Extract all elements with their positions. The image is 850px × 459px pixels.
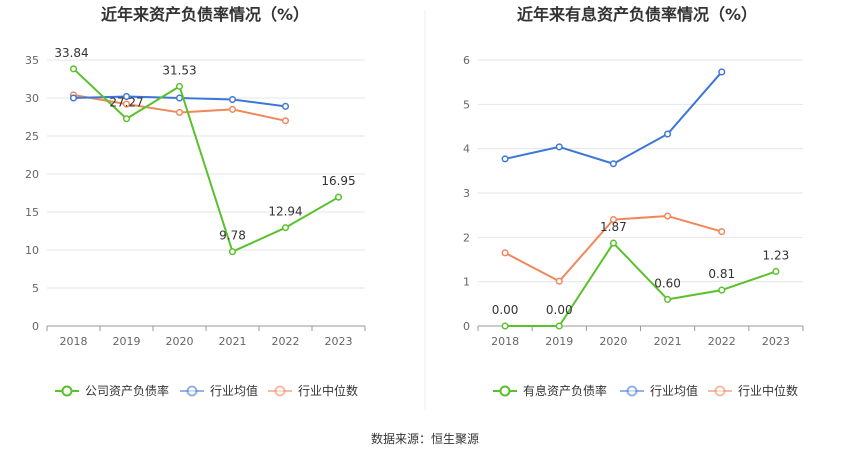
data-point xyxy=(281,117,290,125)
data-point xyxy=(555,277,563,285)
data-point xyxy=(664,130,672,138)
legend-marker xyxy=(274,385,286,397)
y-tick-label: 10 xyxy=(25,244,39,257)
legend-label: 行业中位数 xyxy=(738,383,798,398)
legend-marker xyxy=(626,385,638,397)
legend-marker xyxy=(714,385,726,397)
x-tick-label: 2020 xyxy=(166,335,194,348)
data-label: 0.00 xyxy=(546,303,573,317)
x-tick-label: 2020 xyxy=(599,335,627,348)
x-tick-label: 2021 xyxy=(219,335,247,348)
x-tick-label: 2022 xyxy=(708,335,736,348)
data-point xyxy=(228,105,237,113)
data-point xyxy=(664,212,672,220)
data-point xyxy=(501,249,509,257)
x-tick-label: 2023 xyxy=(325,335,353,348)
y-tick-label: 25 xyxy=(25,130,39,143)
data-point xyxy=(609,216,617,224)
legend-label: 有息资产负债率 xyxy=(523,383,607,398)
y-tick-label: 1 xyxy=(463,276,470,289)
y-tick-label: 20 xyxy=(25,168,39,181)
data-label: 1.23 xyxy=(763,248,790,262)
data-label: 16.95 xyxy=(321,174,355,188)
data-label: 33.84 xyxy=(54,46,88,60)
data-point xyxy=(122,100,131,108)
x-tick-label: 2018 xyxy=(491,335,519,348)
data-label: 31.53 xyxy=(162,63,196,77)
x-tick-label: 2021 xyxy=(654,335,682,348)
data-point xyxy=(334,193,343,201)
y-tick-label: 5 xyxy=(32,282,39,295)
legend-marker xyxy=(186,385,198,397)
data-point xyxy=(228,95,237,104)
legend-label: 行业中位数 xyxy=(298,383,358,398)
data-point xyxy=(69,94,78,102)
data-label: 1.87 xyxy=(600,220,627,234)
x-tick-label: 2019 xyxy=(113,335,141,348)
x-tick-label: 2022 xyxy=(272,335,300,348)
data-point xyxy=(281,224,290,232)
data-point xyxy=(175,94,184,102)
data-point xyxy=(281,102,290,110)
y-tick-label: 15 xyxy=(25,206,39,219)
y-tick-label: 2 xyxy=(463,231,470,244)
y-tick-label: 0 xyxy=(32,320,39,333)
y-tick-label: 4 xyxy=(463,143,470,156)
data-label: 0.81 xyxy=(708,267,735,281)
legend-label: 行业均值 xyxy=(650,383,698,398)
chart-title: 近年来资产负债率情况（%） xyxy=(101,5,309,24)
data-point xyxy=(122,115,131,123)
data-point xyxy=(69,65,78,73)
data-point xyxy=(122,92,131,101)
data-source-note: 数据来源：恒生聚源 xyxy=(371,431,479,446)
data-point xyxy=(718,228,726,236)
data-label: 9.78 xyxy=(219,229,246,243)
data-point xyxy=(175,82,184,90)
data-point xyxy=(718,286,726,294)
chart-title: 近年来有息资产负债率情况（%） xyxy=(517,5,757,24)
data-point xyxy=(501,322,509,330)
data-point xyxy=(555,143,563,151)
data-point xyxy=(609,239,617,247)
data-point xyxy=(501,155,509,163)
data-point xyxy=(609,160,617,168)
series-line-2 xyxy=(504,71,723,165)
x-tick-label: 2019 xyxy=(545,335,573,348)
chart-panel-1: 近年来资产负债率情况（%） 0 5 10 15 20 25 30 35 2018 2019 2020 2… xyxy=(25,5,366,398)
series-line-1 xyxy=(72,68,339,253)
data-label: 27.27 xyxy=(109,96,143,110)
legend-marker xyxy=(499,385,511,397)
series-line-1 xyxy=(505,242,777,327)
data-label: 12.94 xyxy=(268,205,302,219)
x-tick-label: 2023 xyxy=(762,335,790,348)
legend-marker xyxy=(61,385,73,397)
legend-label: 公司资产负债率 xyxy=(85,383,169,398)
x-tick-label: 2018 xyxy=(60,335,88,348)
data-label: 0.60 xyxy=(654,276,681,290)
legend-label: 行业均值 xyxy=(210,383,258,398)
y-tick-label: 6 xyxy=(463,54,470,67)
data-point xyxy=(718,68,726,76)
data-point xyxy=(228,248,237,256)
chart-panel-2: 近年来有息资产负债率情况（%） 0 1 2 3 4 5 6 2018 2019 2020 2021 20… xyxy=(463,5,804,398)
y-tick-label: 5 xyxy=(463,98,470,111)
data-point xyxy=(555,322,563,330)
y-tick-label: 3 xyxy=(463,187,470,200)
y-tick-label: 35 xyxy=(25,54,39,67)
data-label: 0.00 xyxy=(492,303,519,317)
data-point xyxy=(664,295,672,303)
y-tick-label: 30 xyxy=(25,92,39,105)
data-point xyxy=(175,108,184,116)
y-tick-label: 0 xyxy=(463,320,470,333)
data-point xyxy=(772,267,780,276)
